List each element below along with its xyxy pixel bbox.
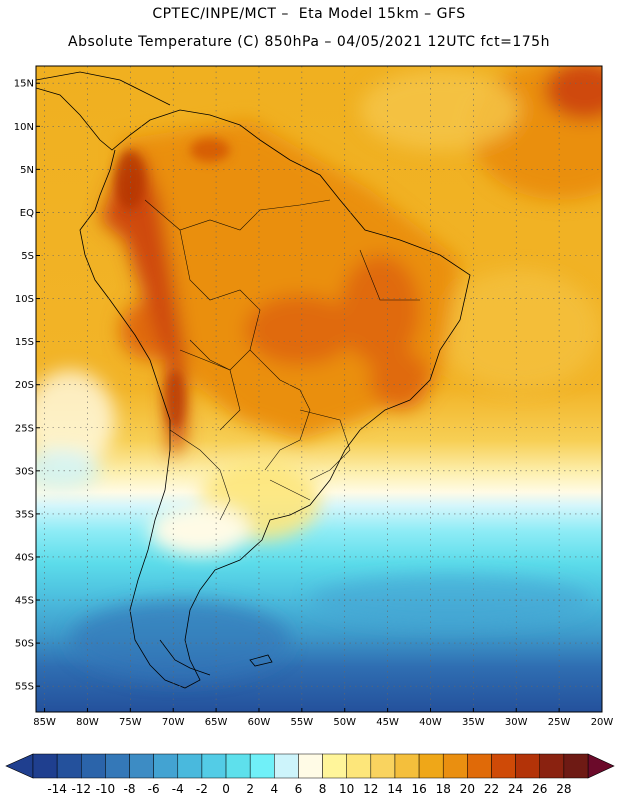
lat-tick-label: 25S [15, 423, 34, 434]
lon-tick-label: 75W [119, 717, 142, 728]
colorbar-label: 24 [508, 782, 523, 796]
lat-tick-label: 5N [20, 165, 34, 176]
map-title-line1: CPTEC/INPE/MCT – Eta Model 15km – GFS [152, 6, 466, 22]
longitude-axis: 85W 80W 75W 70W 65W 60W 55W 50W 45W 40W 35W 30W 25W 2… [33, 708, 613, 728]
colorbar-label: 2 [246, 782, 254, 796]
coastline [36, 71, 471, 689]
lat-lon-grid [36, 66, 602, 712]
lon-tick-label: 30W [505, 717, 528, 728]
colorbar-swatch [563, 753, 589, 779]
lat-tick-label: 10N [14, 122, 34, 133]
colorbar-swatch [539, 753, 565, 779]
colorbar-max-arrow [587, 753, 615, 779]
lon-tick-label: 40W [419, 717, 442, 728]
colorbar-label: 18 [436, 782, 451, 796]
colorbar-label: 28 [556, 782, 571, 796]
colorbar-swatch [346, 753, 372, 779]
lat-tick-label: 40S [15, 552, 34, 563]
colorbar-swatch [153, 753, 179, 779]
colorbar-label: 20 [460, 782, 475, 796]
temperature-colorbar: -14 -12 -10 -8 -6 -4 -2 0 2 4 6 8 10 12 14 16 18 20 22 24 26… [5, 753, 615, 796]
lon-tick-label: 65W [205, 717, 228, 728]
colorbar-swatch [274, 753, 299, 779]
colorbar-swatch [322, 753, 347, 779]
colorbar-swatch [129, 753, 154, 779]
colorbar-label: 14 [387, 782, 402, 796]
lat-tick-label: 45S [15, 596, 34, 607]
colorbar-swatch [177, 753, 203, 779]
colorbar-swatch [56, 753, 82, 779]
colorbar-label: 8 [319, 782, 327, 796]
lon-tick-label: 50W [333, 717, 356, 728]
lon-tick-label: 45W [376, 717, 399, 728]
colorbar-label: -2 [196, 782, 208, 796]
lat-tick-label: 55S [15, 682, 34, 693]
colorbar-label: 12 [363, 782, 378, 796]
lat-tick-label: 50S [15, 639, 34, 650]
colorbar-label: 6 [295, 782, 303, 796]
lat-tick-label: 15N [14, 79, 34, 90]
colorbar-label: -12 [71, 782, 91, 796]
colorbar-swatch [394, 753, 420, 779]
colorbar-label: -6 [148, 782, 160, 796]
country-borders [144, 199, 420, 521]
colorbar-swatch [32, 753, 58, 779]
lat-tick-label: 20S [15, 380, 34, 391]
colorbar-swatch [201, 753, 227, 779]
colorbar-swatch [491, 753, 516, 779]
colorbar-label: 16 [411, 782, 426, 796]
lon-tick-label: 20W [591, 717, 614, 728]
lat-tick-label: 15S [15, 337, 34, 348]
lon-tick-label: 60W [248, 717, 271, 728]
lon-tick-label: 85W [33, 717, 56, 728]
colorbar-label: -10 [96, 782, 116, 796]
lon-tick-label: 25W [548, 717, 571, 728]
colorbar-swatch [467, 753, 492, 779]
colorbar-label: -14 [47, 782, 67, 796]
colorbar-label: 22 [484, 782, 499, 796]
colorbar-swatch [105, 753, 130, 779]
colorbar-swatch [81, 753, 106, 779]
latitude-axis: 15N 10N 5N EQ 5S 10S 15S 20S 25S 30S 35S 40S 45S 50S 5… [14, 79, 40, 693]
colorbar-label: -8 [124, 782, 136, 796]
lat-tick-label: 35S [15, 509, 34, 520]
colorbar-min-arrow [5, 753, 34, 779]
colorbar-swatch [249, 753, 275, 779]
lon-tick-label: 35W [462, 717, 485, 728]
lat-tick-label: 5S [21, 251, 34, 262]
colorbar-label: 26 [532, 782, 547, 796]
colorbar-label: 4 [270, 782, 278, 796]
lat-tick-label: EQ [20, 208, 34, 219]
colorbar-swatch [298, 753, 323, 779]
lon-tick-label: 80W [76, 717, 99, 728]
map-frame [35, 65, 603, 713]
map-title-line2: Absolute Temperature (C) 850hPa – 04/05/… [68, 34, 550, 50]
colorbar-label: 0 [222, 782, 230, 796]
colorbar-label: 10 [339, 782, 354, 796]
colorbar-label: -4 [172, 782, 184, 796]
colorbar-swatch [442, 753, 468, 779]
colorbar-swatch [370, 753, 396, 779]
lon-tick-label: 70W [162, 717, 185, 728]
lat-tick-label: 30S [15, 466, 34, 477]
lon-tick-label: 55W [291, 717, 314, 728]
colorbar-swatch [225, 753, 251, 779]
lat-tick-label: 10S [15, 294, 34, 305]
colorbar-swatch [418, 753, 444, 779]
temperature-field [36, 66, 602, 712]
colorbar-swatch [515, 753, 540, 779]
